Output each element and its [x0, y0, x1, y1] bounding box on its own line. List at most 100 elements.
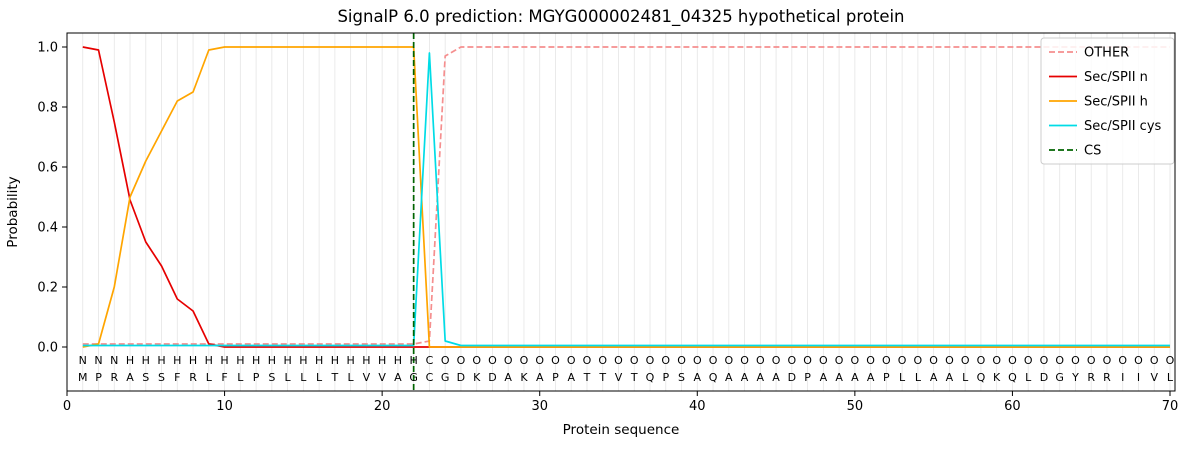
sequence-letter: I	[1137, 371, 1140, 384]
annotation-letter: O	[992, 354, 1001, 367]
sequence-letter: A	[851, 371, 859, 384]
x-tick-label: 60	[1004, 399, 1021, 414]
sequence-letter: P	[662, 371, 669, 384]
annotation-letter: O	[614, 354, 623, 367]
sequence-letter: C	[426, 371, 434, 384]
sequence-letter: T	[630, 371, 638, 384]
sequence-letter: L	[1167, 371, 1174, 384]
annotation-letter: N	[79, 354, 87, 367]
annotation-letter: O	[441, 354, 450, 367]
annotation-letter: O	[677, 354, 686, 367]
legend-label: Sec/SPII h	[1084, 95, 1148, 110]
x-tick-label: 20	[374, 399, 391, 414]
sequence-letter: I	[1121, 371, 1124, 384]
y-tick-label: 0.6	[37, 161, 58, 176]
annotation-letter: O	[787, 354, 796, 367]
sequence-letter: T	[583, 371, 591, 384]
sequence-letter: G	[1055, 371, 1064, 384]
sequence-letter: Q	[709, 371, 718, 384]
sequence-letter: P	[552, 371, 559, 384]
annotation-letter: O	[803, 354, 812, 367]
chart-title: SignalP 6.0 prediction: MGYG000002481_04…	[337, 7, 904, 27]
annotation-letter: O	[709, 354, 718, 367]
x-axis-label: Protein sequence	[563, 422, 680, 438]
annotation-letter: O	[866, 354, 875, 367]
annotation-letter: H	[220, 354, 228, 367]
legend-layer: OTHER Sec/SPII n Sec/SPII h Sec/SPII cys CS	[1040, 37, 1175, 165]
annotation-letter: O	[835, 354, 844, 367]
annotation-letter: C	[426, 354, 434, 367]
sequence-letter: S	[158, 371, 165, 384]
legend-label: Sec/SPII cys	[1084, 119, 1162, 134]
sequence-letter: F	[174, 371, 180, 384]
sequence-letter: A	[835, 371, 843, 384]
sequence-letter: V	[615, 371, 623, 384]
sequence-letter: A	[694, 371, 702, 384]
sequence-letter: A	[504, 371, 512, 384]
y-tick-label: 0.8	[37, 101, 58, 116]
annotation-letter: H	[126, 354, 134, 367]
annotation-letter: O	[630, 354, 639, 367]
sequence-letter: F	[221, 371, 227, 384]
annotation-letter: H	[362, 354, 370, 367]
x-tick-label: 50	[847, 399, 864, 414]
axes-layer: 0 10 20 30 40 50 60 70 0.0 0.2 0.4 0.6 0.8 1.0	[37, 32, 1178, 414]
plot-border	[66, 32, 1176, 392]
annotation-letter: H	[283, 354, 291, 367]
sequence-letter: L	[237, 371, 244, 384]
annotation-letter: O	[1087, 354, 1096, 367]
annotation-letter: O	[914, 354, 923, 367]
sequence-letter: S	[142, 371, 149, 384]
annotation-letter: O	[535, 354, 544, 367]
legend-label: CS	[1084, 144, 1101, 159]
series-sec-spii-cys	[82, 52, 1170, 347]
sequence-letter: L	[915, 371, 922, 384]
sequence-letter: L	[962, 371, 969, 384]
annotation-letter: O	[551, 354, 560, 367]
annotation-letter: O	[1118, 354, 1127, 367]
y-tick-label: 0.2	[37, 281, 58, 296]
annotation-letter: O	[1134, 354, 1143, 367]
sequence-letter: P	[253, 371, 260, 384]
grid-layer	[82, 33, 1171, 391]
sequence-letter: L	[300, 371, 307, 384]
x-tick-label: 0	[63, 399, 71, 414]
annotation-letter: H	[205, 354, 213, 367]
annotation-letter: H	[142, 354, 150, 367]
sequence-letter: A	[930, 371, 938, 384]
annotation-letter: H	[252, 354, 260, 367]
annotation-letter: O	[504, 354, 513, 367]
annotation-letter: O	[1071, 354, 1080, 367]
y-tick-label: 0.0	[37, 341, 58, 356]
annotation-letter: O	[472, 354, 481, 367]
sequence-letter: V	[378, 371, 386, 384]
annotation-letter: H	[157, 354, 165, 367]
annotation-letter: O	[583, 354, 592, 367]
annotation-letter: O	[693, 354, 702, 367]
legend-label: OTHER	[1084, 46, 1129, 61]
y-axis-label: Probability	[5, 176, 21, 247]
annotation-letter: O	[520, 354, 529, 367]
sequence-letter: A	[567, 371, 575, 384]
annotation-letter: H	[315, 354, 323, 367]
annotation-letter: O	[898, 354, 907, 367]
sequence-letter: A	[757, 371, 765, 384]
annotation-letter: H	[189, 354, 197, 367]
annotation-letter: O	[661, 354, 670, 367]
annotation-letter: O	[488, 354, 497, 367]
series-sec-spii-n	[82, 46, 1170, 348]
annotation-letter: H	[410, 354, 418, 367]
annotation-letter: O	[457, 354, 466, 367]
sequence-letter: P	[804, 371, 811, 384]
sequence-letter: A	[820, 371, 828, 384]
series-other	[82, 46, 1170, 345]
annotation-letter: O	[961, 354, 970, 367]
sequence-letter: A	[741, 371, 749, 384]
sequence-letter: R	[110, 371, 118, 384]
sequence-letter: Q	[646, 371, 655, 384]
legend-box	[1040, 37, 1175, 165]
sequence-letter: L	[1025, 371, 1032, 384]
